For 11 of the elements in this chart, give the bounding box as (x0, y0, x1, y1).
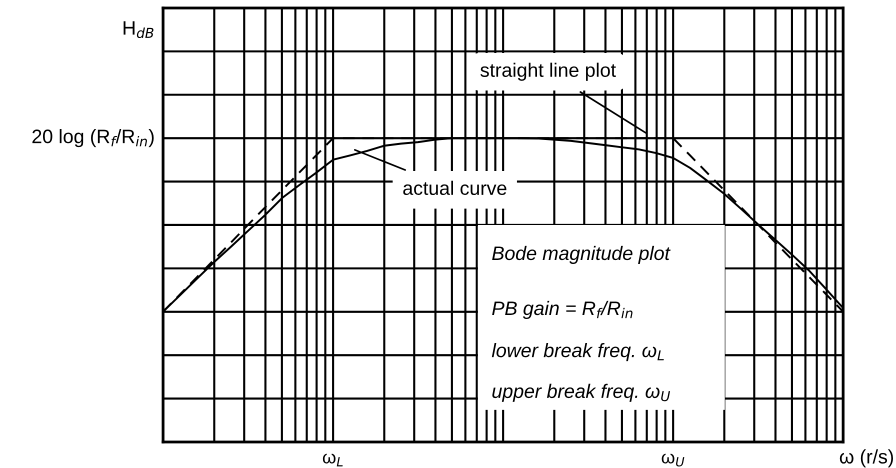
annotation: lower break freq. ω$_{L}$ (492, 342, 664, 362)
annotation: Bode magnitude plot (492, 246, 671, 264)
text: H$_{dB}$ (124, 21, 154, 38)
annotation: actual curve (403, 180, 506, 196)
x-axis-title: ω (r/s) (840, 449, 894, 468)
annotation: PB gain = R$_{f}$/R$_{in}$ (492, 300, 632, 320)
x-tick-label: ω$_{L}$ (322, 454, 343, 466)
annotation: upper break freq. ω$_{U}$ (492, 384, 670, 402)
x-tick-label: ω$_{U}$ (662, 454, 684, 467)
text: straight line plot (480, 62, 616, 81)
text: 20 log (R$_{f}$/R$_{in}$) (32, 129, 154, 148)
